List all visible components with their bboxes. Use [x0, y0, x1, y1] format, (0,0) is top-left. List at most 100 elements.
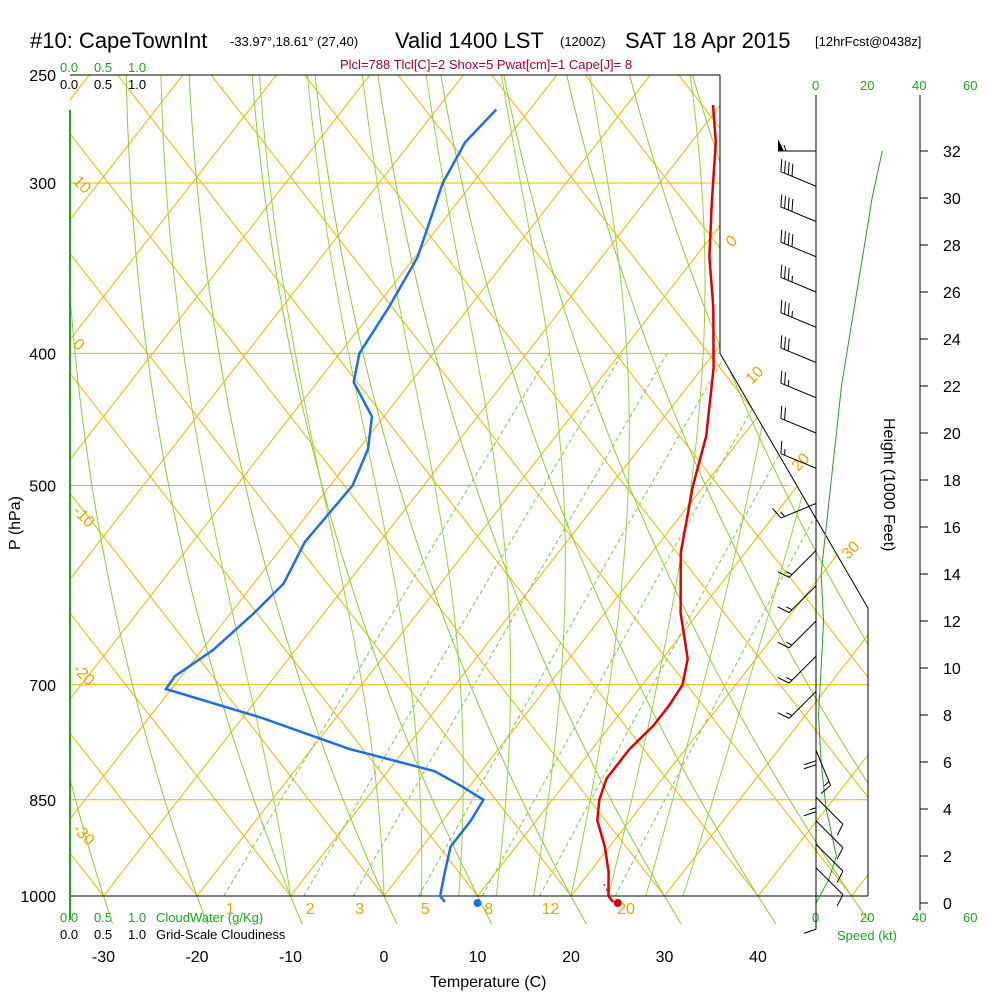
height-tick-label: 2 [943, 849, 952, 866]
mixing-ratio-line [614, 353, 868, 897]
wind-barb-staff [788, 655, 817, 684]
wind-barb-half-flag [823, 781, 830, 787]
temperature-tick-label: 30 [656, 949, 674, 966]
wind-barb-flag [784, 336, 786, 350]
opposite-isotherm-line [584, 75, 868, 897]
isotherm-line [757, 75, 868, 897]
top-legend-black: 0.0 0.5 1.0 [60, 77, 146, 92]
wind-barb-flag [780, 405, 783, 419]
wind-barb-flag [780, 300, 783, 313]
speed-top-0: 0 [812, 78, 819, 93]
wind-barb-flag [784, 195, 786, 209]
dry-adiabat [817, 75, 868, 924]
moist-adiabat [570, 75, 630, 897]
isotherm-line [383, 75, 868, 897]
wind-barb-flag [803, 760, 817, 766]
wind-barb-flag [780, 335, 783, 348]
dewpoint-profile-line [163, 108, 498, 903]
moist-adiabat [259, 75, 385, 897]
wind-barb [777, 550, 817, 578]
wind-barb [803, 726, 817, 770]
opposite-isotherm-line [70, 75, 572, 897]
wind-barb-flag [787, 267, 790, 281]
wind-barb-flag [803, 764, 817, 770]
opposite-isotherm-line [70, 75, 198, 897]
wind-barb [780, 335, 817, 363]
moist-adiabat [160, 75, 291, 897]
wind-barb-half-flag [809, 807, 817, 811]
height-tick-label: 20 [943, 426, 961, 443]
dry-adiabat [70, 75, 209, 924]
wind-barb [778, 139, 816, 152]
height-tick-label: 12 [943, 614, 961, 631]
height-tick-label: 18 [943, 473, 961, 490]
moist-adiabat [425, 75, 512, 897]
mixing-ratio-label: 8 [484, 901, 493, 918]
wind-barb-flag [780, 159, 783, 172]
isotherm-line [70, 75, 558, 897]
wind-barb-flag [784, 407, 786, 421]
wind-barb-flag [780, 194, 783, 207]
surface-temperature-marker [613, 899, 622, 907]
dry-adiabat [754, 75, 868, 924]
bottom-green-2: 1.0 [128, 910, 146, 925]
wind-barb-pennant [778, 139, 784, 151]
pressure-tick-label: 400 [29, 346, 56, 363]
isotherm-label: 30 [839, 538, 864, 563]
isotherm-label: 10 [743, 363, 768, 388]
wind-barb-flag [787, 232, 790, 246]
top-black-2: 1.0 [128, 77, 146, 92]
moist-adiabat [500, 75, 566, 897]
wind-barb-staff [815, 843, 844, 872]
wind-barb-staff [780, 417, 817, 434]
wind-barb [815, 867, 844, 907]
temperature-profile-line [596, 104, 718, 903]
temperature-tick-label: 10 [469, 949, 487, 966]
wind-barb-staff [788, 620, 817, 649]
isotherm-line [103, 75, 745, 897]
wind-barb-half-flag [786, 641, 793, 646]
pressure-tick-label: 700 [29, 678, 56, 695]
opposite-isotherm-line [397, 75, 868, 897]
wind-barb [780, 300, 817, 328]
height-tick-label: 14 [943, 567, 961, 584]
isotherm-line [70, 75, 184, 897]
pressure-tick-label: 850 [29, 793, 56, 810]
x-axis-label: Temperature (C) [430, 974, 546, 991]
temperature-tick-label: 20 [562, 949, 580, 966]
isotherm-line [664, 75, 868, 897]
surface-dewpoint-marker [473, 899, 482, 907]
mixing-ratio-label: 1 [226, 901, 235, 918]
wind-barb [777, 655, 817, 684]
wind-barb-half-flag [786, 606, 793, 611]
wind-barb-flag [836, 823, 844, 836]
pressure-tick-label: 250 [29, 68, 56, 85]
valid-time: Valid 1400 LST [395, 28, 544, 53]
mixing-ratio-line [352, 353, 668, 897]
bottom-legend-green: 0.0 0.5 1.0 CloudWater (g/Kg) [60, 910, 263, 925]
left-isotherm-label: -10 [69, 503, 97, 531]
station-coords: -33.97°,18.61° (27,40) [230, 34, 358, 49]
pressure-tick-label: 300 [29, 176, 56, 193]
wind-barb [777, 585, 817, 614]
isotherm-label: 0 [723, 232, 741, 250]
indices-line: Plcl=788 Tlcl[C]=2 Shox=5 Pwat[cm]=1 Cap… [340, 57, 632, 72]
wind-barb-flag [803, 811, 817, 817]
bottom-black-0: 0.0 [60, 927, 78, 942]
speed-scale-top: 0 20 40 60 [812, 78, 977, 93]
height-tick-label: 8 [943, 708, 952, 725]
dry-adiabat [566, 75, 868, 924]
wind-barb [815, 750, 832, 795]
wind-barb-flag [772, 508, 782, 519]
wind-barb [780, 229, 817, 258]
wind-barb-half-flag [786, 677, 793, 681]
wind-barb-half-flag [783, 144, 787, 152]
wind-barb-staff [815, 750, 832, 786]
height-tick-label: 4 [943, 802, 952, 819]
opposite-isotherm-line [70, 75, 665, 897]
wind-barb [777, 691, 817, 719]
wind-barb [780, 264, 817, 293]
wind-barb-staff [780, 276, 817, 293]
